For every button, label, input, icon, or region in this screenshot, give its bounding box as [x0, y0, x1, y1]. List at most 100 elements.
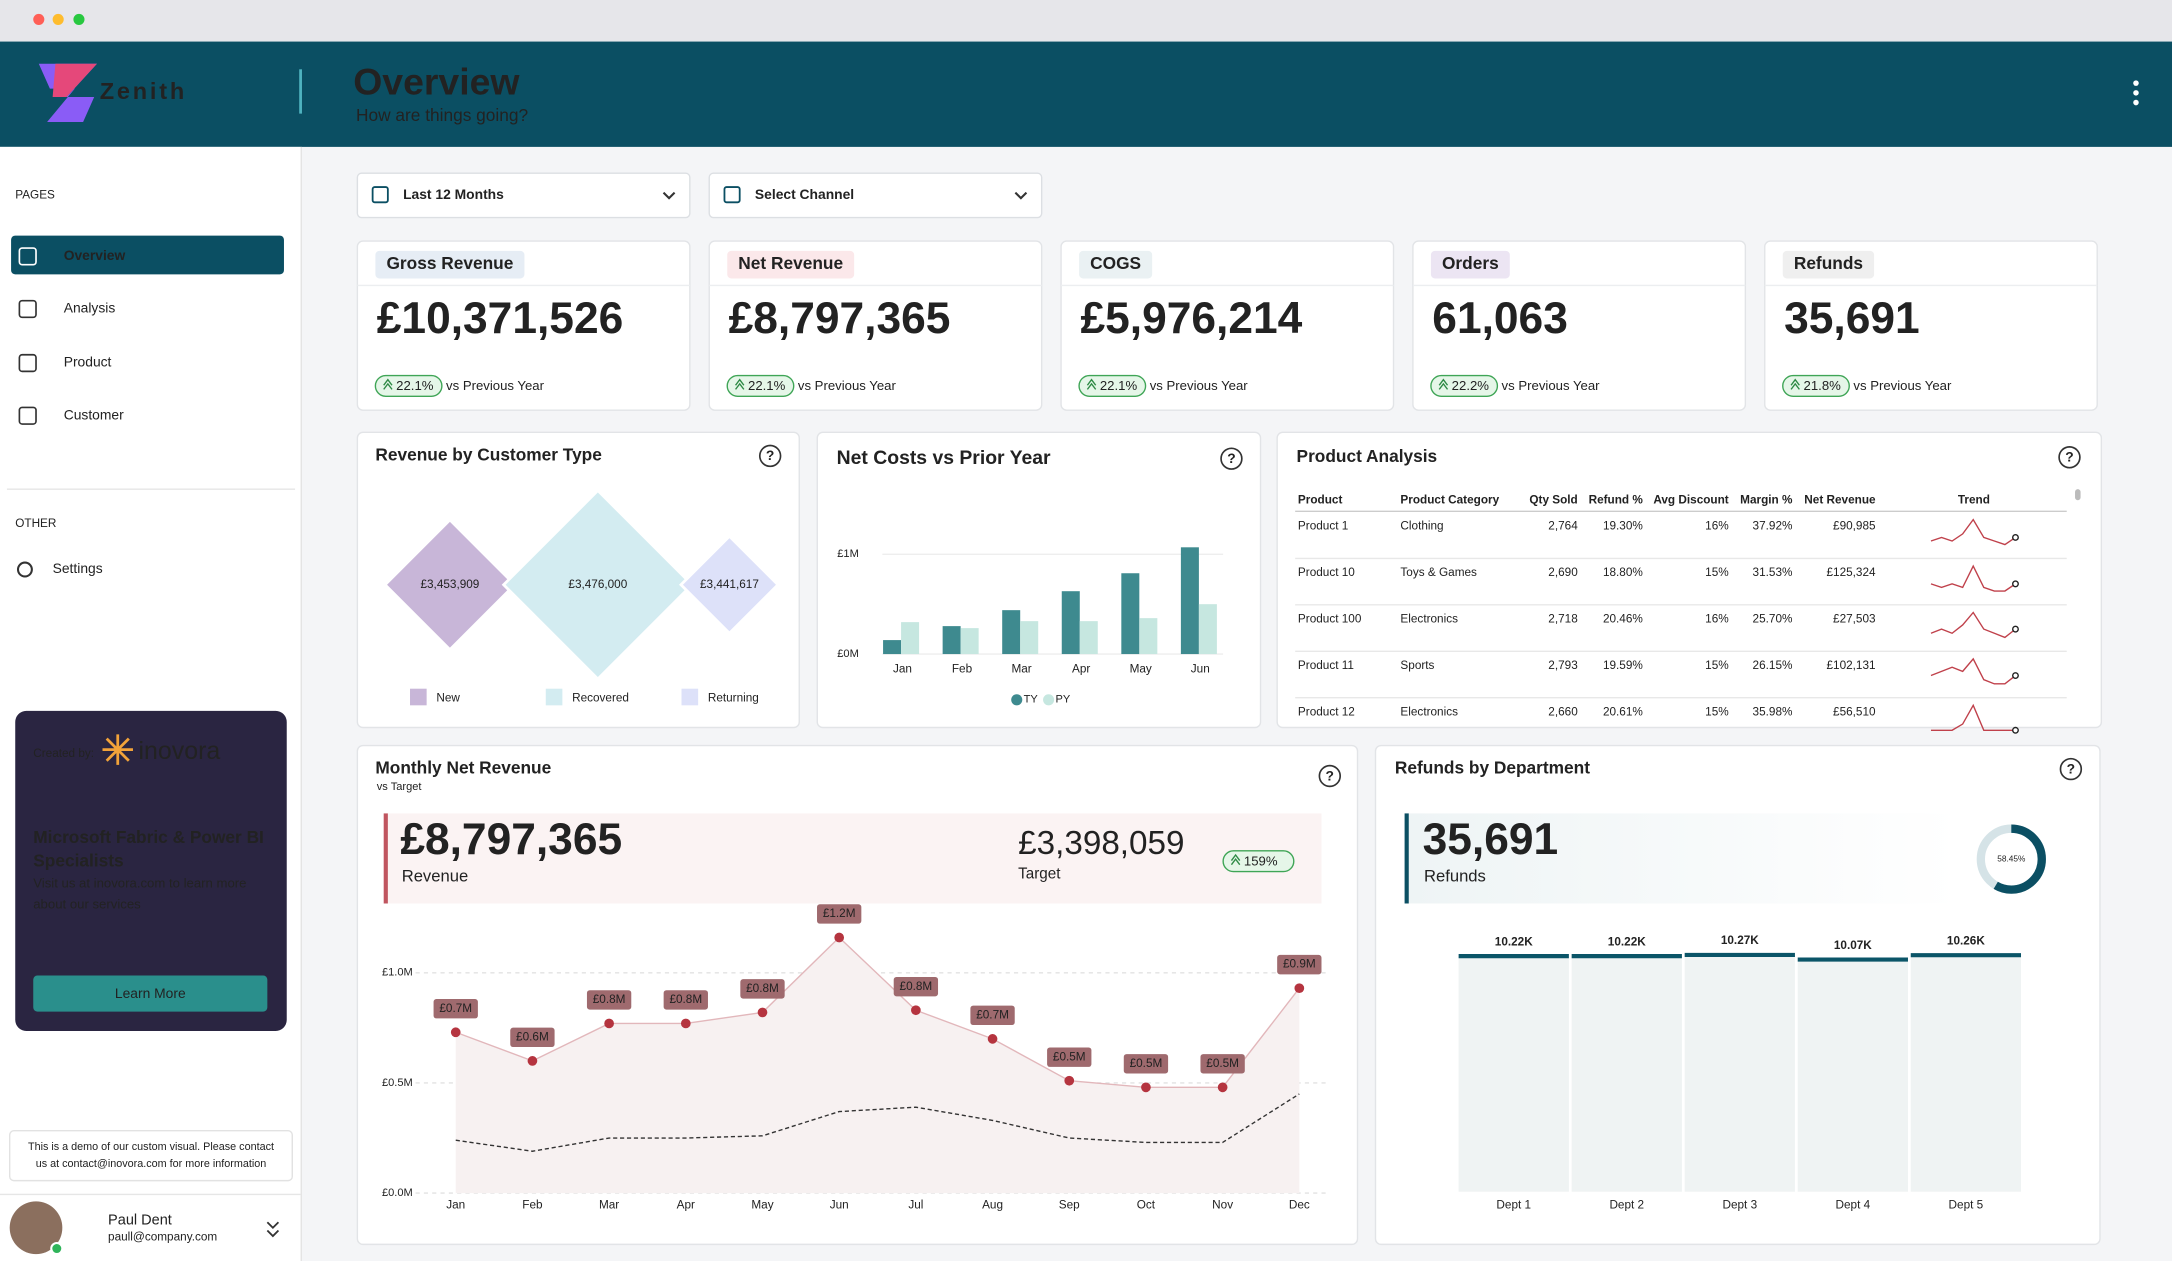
kpi-label: Gross Revenue [386, 253, 513, 273]
legend-label: Recovered [572, 692, 629, 705]
summary-value: £8,797,365 [400, 815, 622, 864]
table-cell: Product 12 [1298, 705, 1355, 718]
data-label-box [1200, 1054, 1245, 1074]
demo-note [9, 1130, 293, 1182]
column-header: Product [1298, 493, 1343, 506]
settings-icon [16, 561, 33, 578]
chart-title: Net Costs vs Prior Year [837, 447, 1051, 469]
table-cell: £56,510 [1833, 705, 1876, 718]
change-value: 159% [1244, 853, 1278, 868]
help-icon: ? [2067, 760, 2075, 776]
help-icon: ? [766, 447, 774, 463]
up-arrow [1230, 853, 1241, 866]
promo-button-label: Learn More [115, 985, 186, 1001]
filter-icon [723, 186, 741, 204]
nav-item: Analysis [64, 300, 116, 316]
help-icon[interactable] [2058, 446, 2081, 469]
promo-created: Created by: [33, 747, 94, 760]
data-label: £0.5M [1130, 1057, 1163, 1070]
change-badge [374, 374, 443, 398]
summary-panel [383, 813, 1322, 904]
data-label: £0.8M [746, 982, 779, 995]
promo-headline: Specialists [33, 850, 123, 870]
table-cell: Electronics [1400, 613, 1458, 626]
table-cell: 2,764 [1548, 520, 1578, 533]
revenue-point [911, 1005, 921, 1016]
change-badge [726, 374, 795, 398]
chevron [662, 191, 676, 200]
nav-icon [18, 353, 37, 373]
kpi-note: vs Previous Year [446, 378, 545, 393]
menu-dot[interactable] [2133, 99, 2139, 106]
menu-dot[interactable] [2133, 90, 2139, 96]
data-label-box [1277, 954, 1322, 975]
x-tick-label: May [751, 1199, 773, 1212]
brand-mark [102, 734, 133, 765]
area [455, 937, 1300, 1194]
revenue-point [834, 932, 845, 943]
help-icon[interactable] [1318, 764, 1342, 788]
table-cell: 19.59% [1603, 659, 1643, 672]
user-menu[interactable] [266, 1221, 280, 1238]
diamond-label: £3,453,909 [420, 578, 479, 591]
help-icon[interactable] [1220, 447, 1243, 470]
window-minimize[interactable] [52, 13, 64, 25]
window-close[interactable] [33, 13, 45, 25]
menu-dot[interactable] [2133, 80, 2139, 86]
kpi-note: vs Previous Year [1502, 378, 1601, 393]
y-tick-label: £0.0M [382, 1187, 413, 1199]
column-header: Net Revenue [1804, 493, 1876, 506]
window-zoom[interactable] [73, 13, 85, 25]
help-icon: ? [2065, 449, 2073, 465]
x-tick-label: Mar [599, 1199, 619, 1212]
y-tick-label: £1.0M [382, 967, 413, 979]
x-tick-label: Jun [1191, 662, 1210, 675]
x-tick-label: Dec [1289, 1199, 1310, 1212]
card [1412, 240, 1747, 411]
help-icon[interactable] [758, 444, 782, 468]
sparkline [1930, 611, 2016, 639]
x-tick-label: Nov [1212, 1199, 1233, 1212]
x-tick-label: Dept 2 [1609, 1199, 1644, 1212]
revenue-point [1141, 1082, 1151, 1093]
nav-icon [18, 406, 37, 425]
kpi-label-pill [1430, 250, 1510, 279]
promo-button[interactable] [33, 975, 268, 1012]
summary-target: £3,398,059 [1018, 825, 1184, 862]
legend-label: New [436, 692, 460, 705]
legend-label: PY [1056, 694, 1071, 706]
table-cell: 2,793 [1548, 659, 1578, 672]
section-label: PAGES [15, 188, 55, 201]
data-label-box [1047, 1047, 1092, 1067]
x-tick-label: Dept 3 [1722, 1199, 1757, 1212]
help-icon[interactable] [2059, 757, 2083, 781]
change-badge [1222, 850, 1295, 873]
card [708, 240, 1043, 411]
window-bar [0, 0, 2172, 42]
table-cell: 2,690 [1548, 566, 1578, 579]
status-dot [50, 1241, 64, 1256]
data-label: 10.26K [1947, 934, 1985, 947]
help-icon: ? [1326, 767, 1334, 783]
data-label: £1.2M [823, 907, 856, 920]
x-tick-label: Apr [1072, 662, 1090, 675]
bar [883, 640, 902, 655]
kpi-value: 35,691 [1784, 294, 1920, 343]
kpi-label: Refunds [1794, 253, 1863, 273]
sparkline [1930, 657, 2016, 685]
filter-dropdown[interactable] [356, 172, 691, 219]
data-label: £0.5M [1053, 1050, 1086, 1063]
nav-item: Product [64, 354, 112, 370]
promo-card [15, 710, 287, 1031]
summary-target-label: Target [1018, 865, 1061, 882]
data-label: 10.22K [1608, 935, 1646, 948]
nav-item: Customer [64, 406, 124, 422]
filter-dropdown[interactable] [708, 172, 1043, 219]
x-tick-label: Aug [982, 1199, 1003, 1212]
change-badge [1430, 374, 1499, 398]
x-tick-label: Jan [446, 1199, 465, 1212]
column-header: Refund % [1589, 493, 1644, 506]
scrollbar[interactable] [2075, 489, 2081, 501]
nav-active[interactable] [11, 235, 284, 275]
change-value: 22.1% [1100, 378, 1138, 393]
